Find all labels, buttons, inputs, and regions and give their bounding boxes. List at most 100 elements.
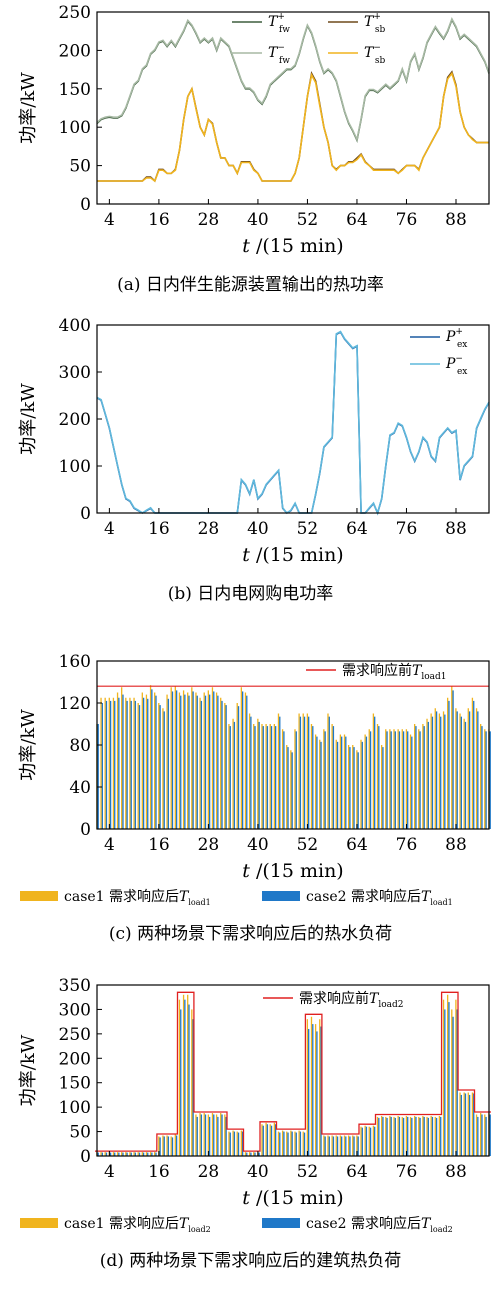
bar-0-46 bbox=[281, 729, 284, 829]
bar-1-58 bbox=[332, 1136, 335, 1156]
chart-svg: 0 50 100 150 200 250 300 350 4 16 28 40 52 64 76 88 功率/k… bbox=[18, 976, 491, 1271]
y-tick-label-200: 200 bbox=[59, 41, 91, 61]
bar-0-18 bbox=[166, 694, 168, 829]
bar-1-86 bbox=[448, 700, 450, 829]
bar-1-61 bbox=[345, 736, 347, 829]
bar-1-3 bbox=[105, 700, 108, 829]
bar-1-63 bbox=[353, 747, 355, 829]
bar-1-37 bbox=[246, 695, 248, 829]
bar-0-84 bbox=[438, 1115, 441, 1156]
bar-1-10 bbox=[134, 700, 137, 829]
bar-1-11 bbox=[138, 1152, 141, 1156]
bar-1-69 bbox=[378, 1117, 380, 1156]
series-line-3 bbox=[97, 71, 489, 183]
bar-1-27 bbox=[204, 695, 207, 829]
bar-1-70 bbox=[382, 1116, 384, 1156]
bar-1-92 bbox=[473, 700, 475, 829]
bar-0-35 bbox=[236, 1131, 238, 1156]
bar-0-76 bbox=[405, 1115, 408, 1156]
bar-1-15 bbox=[155, 695, 157, 829]
bar-0-10 bbox=[133, 1152, 135, 1156]
bar-1-9 bbox=[130, 700, 132, 829]
bar-0-49 bbox=[294, 729, 296, 829]
bar-1-37 bbox=[246, 1152, 248, 1156]
bar-1-31 bbox=[221, 700, 223, 829]
x-tick-label-76: 76 bbox=[396, 519, 418, 539]
bar-0-51 bbox=[302, 713, 304, 829]
bar-1-47 bbox=[287, 1132, 289, 1156]
y-tick-label-300: 300 bbox=[59, 1000, 91, 1020]
bar-0-93 bbox=[475, 1114, 478, 1156]
bar-1-12 bbox=[142, 1152, 145, 1156]
bar-0-92 bbox=[471, 697, 474, 829]
bar-0-52 bbox=[306, 713, 309, 829]
bar-0-92 bbox=[471, 1092, 474, 1156]
bar-1-40 bbox=[258, 721, 260, 829]
bar-0-15 bbox=[154, 1152, 156, 1156]
bar-0-83 bbox=[434, 1116, 436, 1156]
bar-0-27 bbox=[203, 1113, 205, 1156]
x-tick-label-52: 52 bbox=[297, 519, 319, 539]
bar-0-65 bbox=[360, 739, 362, 829]
bar-0-8 bbox=[125, 1152, 127, 1156]
bar-1-59 bbox=[336, 1136, 339, 1156]
bar-1-94 bbox=[481, 1114, 483, 1156]
bar-1-96 bbox=[489, 1114, 491, 1156]
bar-0-62 bbox=[347, 1135, 350, 1156]
bar-1-62 bbox=[349, 1136, 351, 1156]
bar-0-85 bbox=[442, 999, 445, 1156]
bar-1-67 bbox=[369, 731, 372, 829]
bar-1-23 bbox=[188, 1004, 190, 1156]
x-tick-label-28: 28 bbox=[198, 210, 220, 230]
bar-0-94 bbox=[480, 724, 482, 829]
bar-0-2 bbox=[100, 697, 102, 829]
bar-0-31 bbox=[220, 697, 222, 829]
bar-1-83 bbox=[435, 711, 438, 829]
bar-0-19 bbox=[170, 687, 172, 829]
y-tick-label-150: 150 bbox=[59, 80, 91, 100]
bar-1-51 bbox=[303, 716, 306, 829]
bar-0-28 bbox=[207, 690, 209, 829]
legend-label-0: case1 需求响应后Tload2 bbox=[64, 1215, 211, 1234]
bar-0-67 bbox=[368, 729, 370, 829]
bar-1-43 bbox=[270, 726, 273, 829]
bar-0-9 bbox=[129, 697, 131, 829]
bar-1-6 bbox=[118, 1152, 120, 1156]
bar-1-54 bbox=[316, 1031, 318, 1156]
y-tick-label-160: 160 bbox=[59, 652, 91, 672]
x-axis-label: t /(15 min) bbox=[242, 1187, 343, 1209]
bar-1-1 bbox=[97, 724, 99, 829]
bar-0-79 bbox=[418, 1116, 420, 1156]
bar-0-58 bbox=[331, 1135, 333, 1156]
bar-0-50 bbox=[298, 1130, 300, 1156]
bar-1-60 bbox=[341, 736, 343, 829]
bar-0-22 bbox=[182, 690, 185, 829]
bar-0-88 bbox=[455, 999, 457, 1156]
bar-1-7 bbox=[122, 694, 124, 829]
bar-0-74 bbox=[397, 729, 399, 829]
bar-0-77 bbox=[409, 1116, 412, 1156]
bar-1-42 bbox=[266, 726, 269, 829]
bar-0-44 bbox=[273, 724, 276, 829]
bar-1-82 bbox=[431, 716, 434, 829]
bar-1-22 bbox=[184, 999, 186, 1156]
bar-1-50 bbox=[299, 1131, 302, 1156]
bar-1-82 bbox=[431, 1116, 434, 1156]
bar-1-25 bbox=[196, 1116, 198, 1156]
x-tick-label-16: 16 bbox=[148, 210, 170, 230]
bar-0-24 bbox=[191, 687, 193, 829]
bar-1-8 bbox=[126, 700, 128, 829]
bar-1-76 bbox=[407, 1116, 409, 1156]
x-axis-label: t /(15 min) bbox=[242, 235, 343, 257]
bar-0-87 bbox=[451, 686, 453, 829]
bar-1-93 bbox=[477, 1116, 479, 1156]
bar-1-75 bbox=[402, 731, 405, 829]
bar-1-42 bbox=[266, 1124, 269, 1156]
bar-1-33 bbox=[229, 1132, 231, 1156]
bar-1-87 bbox=[452, 690, 454, 829]
bar-0-70 bbox=[380, 1115, 383, 1156]
legend-swatch-0 bbox=[20, 891, 58, 901]
bar-0-54 bbox=[314, 734, 317, 829]
bar-1-59 bbox=[336, 741, 339, 829]
bar-0-60 bbox=[339, 734, 342, 829]
